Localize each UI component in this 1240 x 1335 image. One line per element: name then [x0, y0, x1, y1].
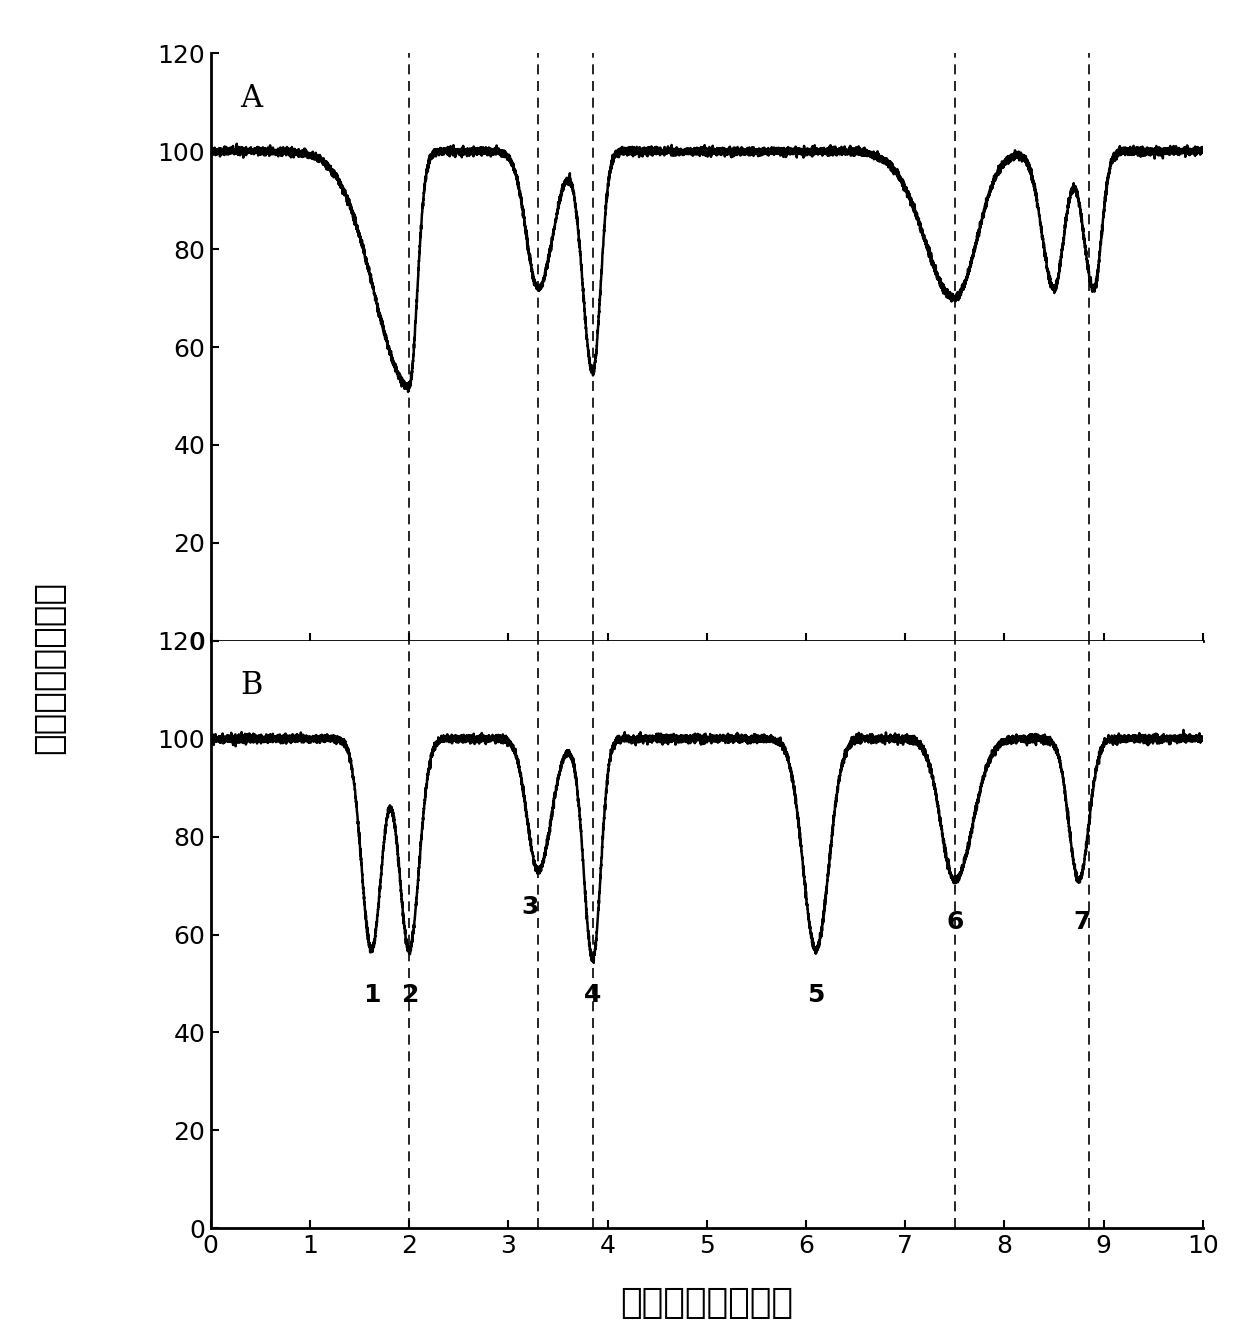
Text: B: B	[241, 670, 263, 701]
Text: 7: 7	[1073, 910, 1090, 934]
Text: 2: 2	[403, 984, 420, 1008]
Text: 相对化学发光强度: 相对化学发光强度	[32, 581, 67, 754]
Text: A: A	[241, 83, 263, 113]
X-axis label: 保留时间（分钟）: 保留时间（分钟）	[620, 1286, 794, 1319]
Text: 3: 3	[522, 896, 539, 920]
Text: 5: 5	[807, 984, 825, 1008]
Text: 6: 6	[946, 910, 963, 934]
Text: 1: 1	[363, 984, 381, 1008]
Text: 4: 4	[584, 984, 601, 1008]
